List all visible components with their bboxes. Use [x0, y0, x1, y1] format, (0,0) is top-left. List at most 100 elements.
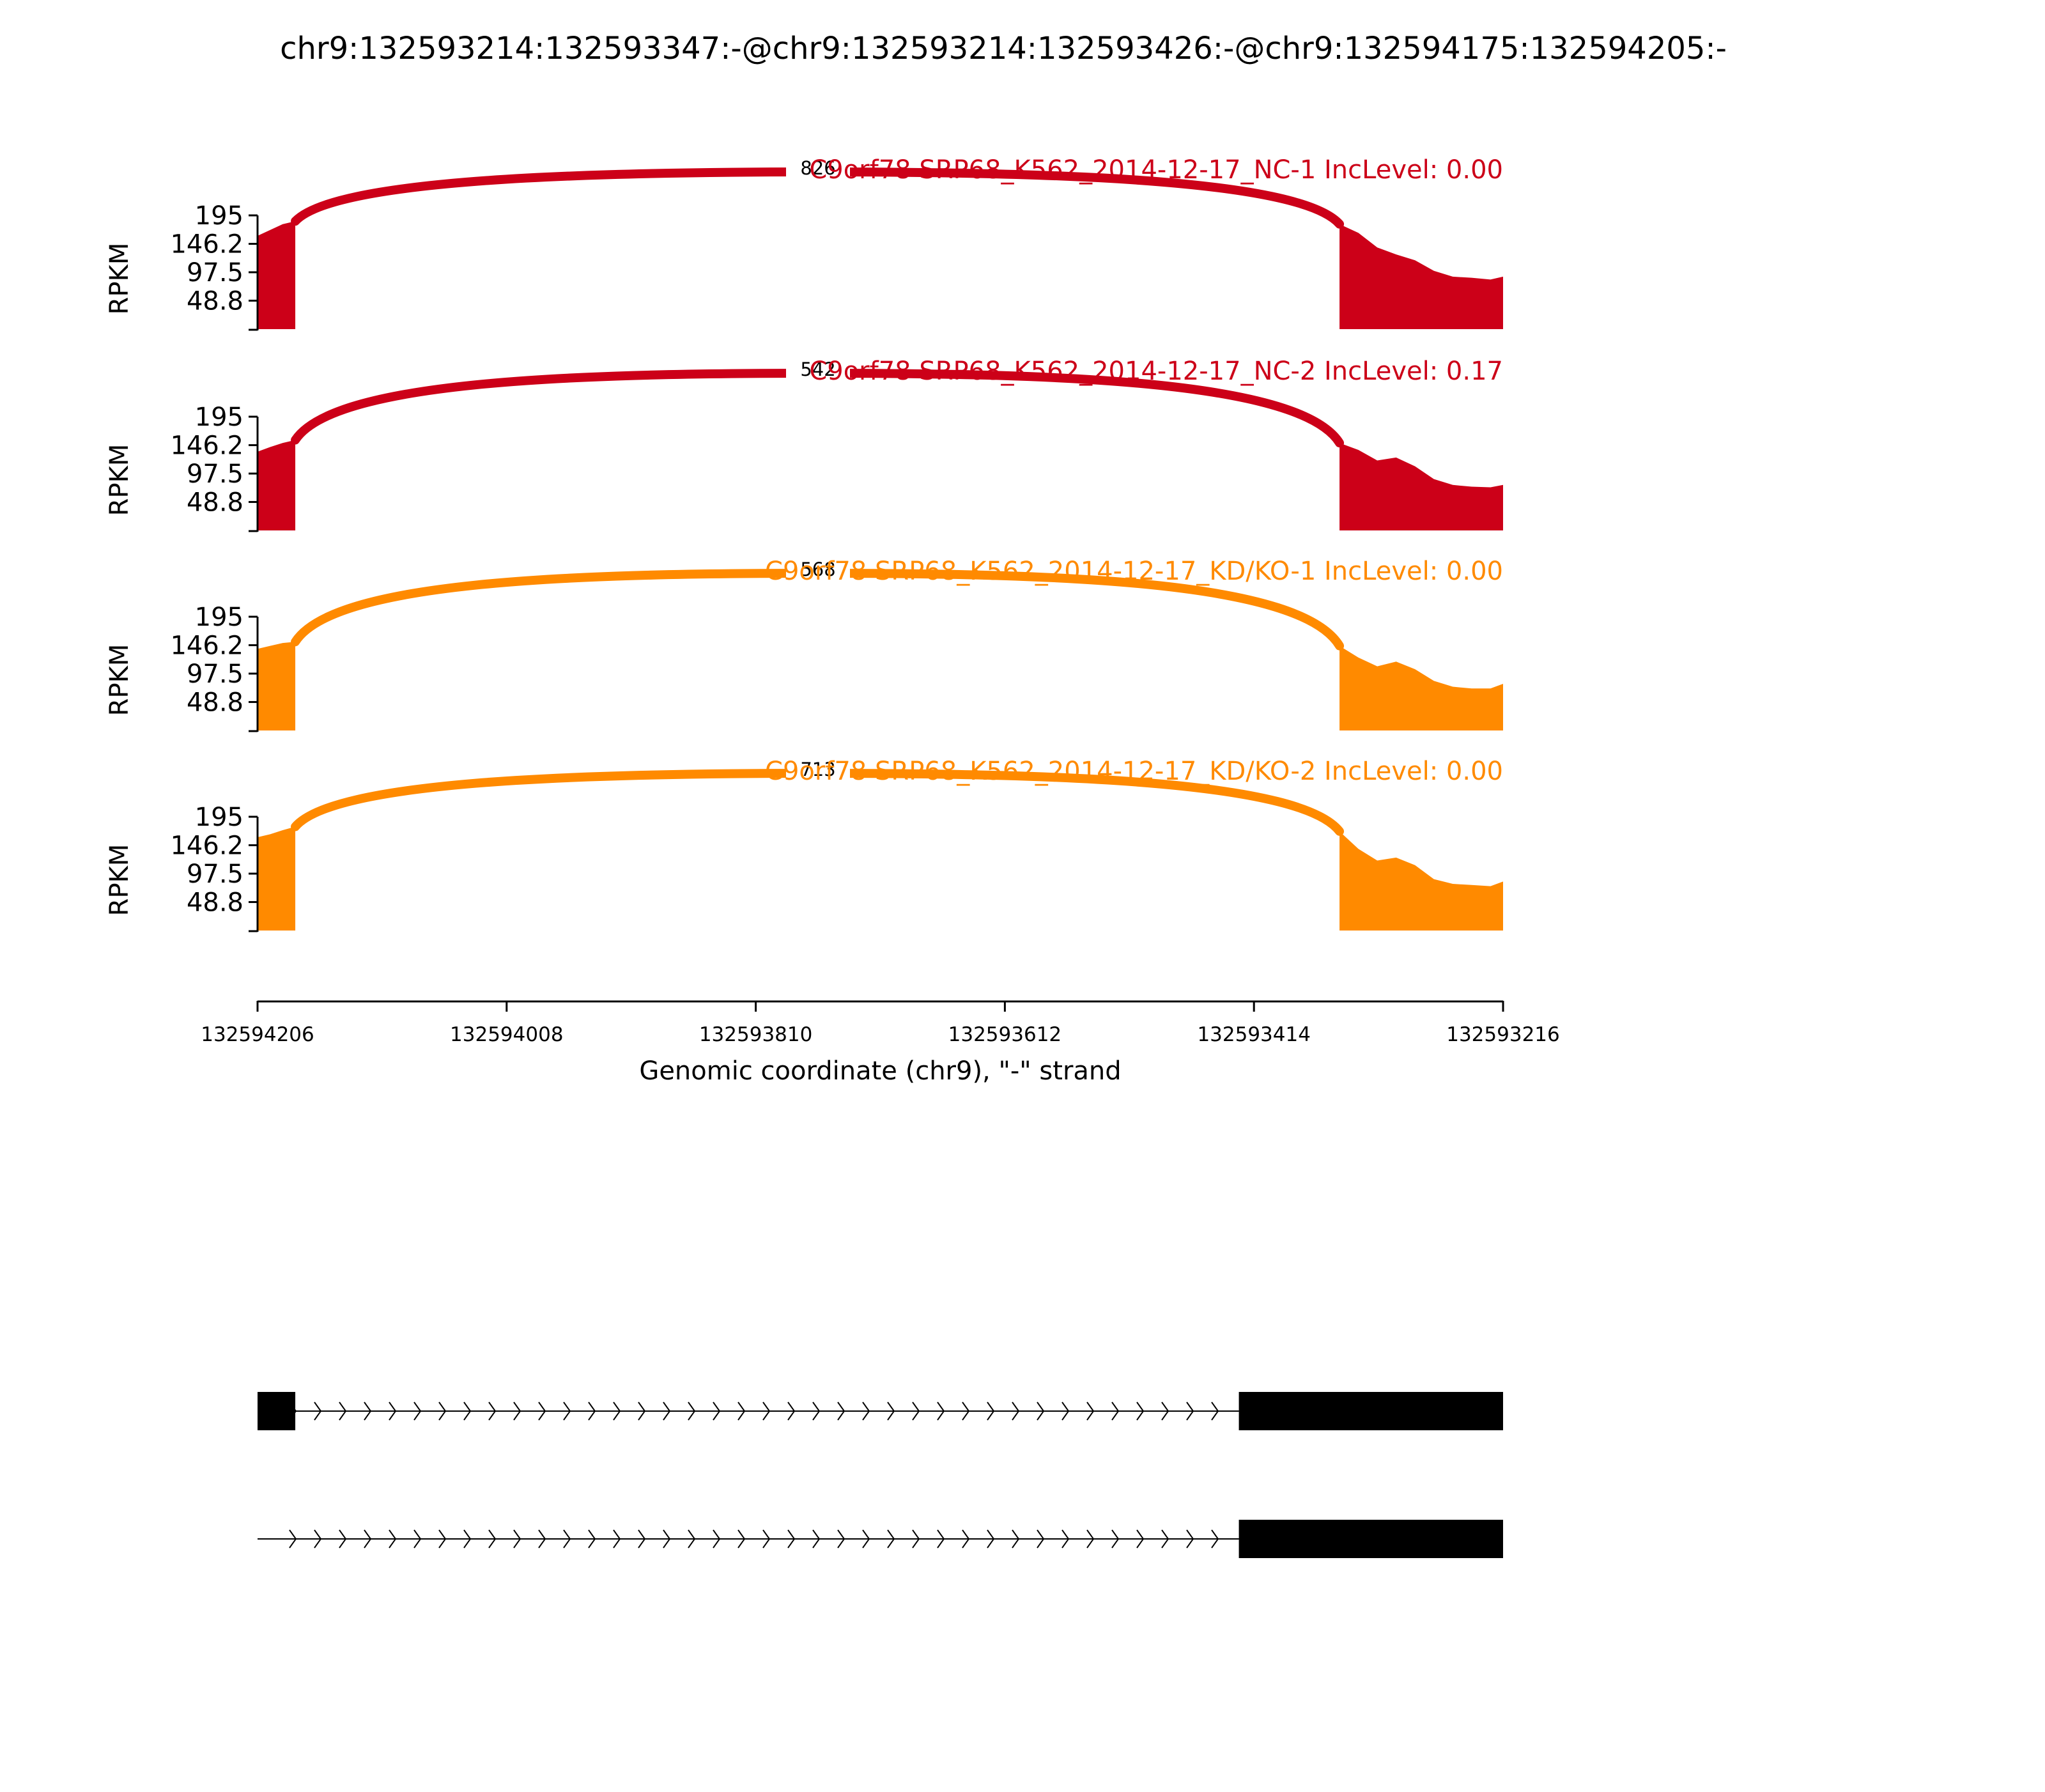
junction-count-label: 568 [800, 559, 835, 580]
strand-arrow [314, 1402, 322, 1421]
strand-arrow [1012, 1402, 1020, 1421]
strand-arrow [1111, 1402, 1120, 1421]
y-tick-label: 146.2 [170, 230, 243, 259]
strand-arrow [987, 1529, 995, 1549]
strand-arrow [1086, 1402, 1095, 1421]
y-tick-label: 48.8 [187, 688, 243, 717]
strand-arrow [987, 1402, 995, 1421]
y-tick-label: 195 [195, 603, 243, 632]
strand-arrow [1012, 1529, 1020, 1549]
strand-arrow [1111, 1529, 1120, 1549]
strand-arrow [488, 1529, 497, 1549]
y-tick-label: 146.2 [170, 631, 243, 661]
y-tick-label: 97.5 [187, 860, 243, 889]
junction-count-background [786, 155, 850, 177]
junction-count-label: 713 [800, 759, 835, 780]
exon-block [1239, 1392, 1503, 1430]
gene-models [258, 1392, 1503, 1558]
strand-arrow [413, 1529, 422, 1549]
strand-arrow [389, 1529, 397, 1549]
junction-count-background [786, 357, 850, 378]
strand-arrow [1186, 1402, 1194, 1421]
strand-arrow [538, 1529, 546, 1549]
track-title: C9orf78 SRP68_K562_2014-12-17_NC-1 IncLe… [809, 155, 1503, 185]
strand-arrow [713, 1529, 721, 1549]
strand-arrow [937, 1402, 945, 1421]
strand-arrow [339, 1402, 347, 1421]
strand-arrow [364, 1402, 372, 1421]
strand-arrow [812, 1402, 821, 1421]
strand-arrow [912, 1529, 920, 1549]
coverage-area [258, 826, 1503, 931]
strand-arrow [513, 1402, 521, 1421]
strand-arrow [762, 1529, 771, 1549]
strand-arrow [563, 1402, 571, 1421]
x-axis-label: Genomic coordinate (chr9), "-" strand [639, 1056, 1121, 1086]
strand-arrow [513, 1529, 521, 1549]
y-tick-label: 195 [195, 201, 243, 231]
y-tick-label: 146.2 [170, 831, 243, 861]
x-tick-label: 132594008 [450, 1023, 564, 1046]
strand-arrow [762, 1402, 771, 1421]
strand-arrow [837, 1529, 845, 1549]
junction-count-label: 826 [800, 157, 835, 179]
strand-arrow [1061, 1402, 1070, 1421]
x-tick-label: 132593216 [1446, 1023, 1560, 1046]
gene-model-1 [258, 1392, 1503, 1430]
strand-arrow [1037, 1402, 1045, 1421]
strand-arrow [289, 1529, 297, 1549]
strand-arrow [1086, 1529, 1095, 1549]
y-axis-label: RPKM [105, 844, 134, 916]
coverage-area [258, 221, 1503, 329]
strand-arrow [588, 1529, 596, 1549]
exon-block [1239, 1520, 1503, 1558]
y-tick-label: 195 [195, 803, 243, 832]
strand-arrow [638, 1402, 646, 1421]
strand-arrow [737, 1529, 746, 1549]
strand-arrow [787, 1402, 796, 1421]
y-tick-label: 97.5 [187, 660, 243, 689]
coverage-area [258, 440, 1503, 530]
strand-arrow [1136, 1529, 1145, 1549]
track-title: C9orf78 SRP68_K562_2014-12-17_KD/KO-2 In… [765, 757, 1503, 786]
strand-arrow [588, 1402, 596, 1421]
strand-arrow [1037, 1529, 1045, 1549]
strand-arrow [538, 1402, 546, 1421]
strand-arrow [613, 1529, 621, 1549]
y-tick-label: 195 [195, 403, 243, 432]
strand-arrow [1161, 1529, 1169, 1549]
strand-arrow [688, 1529, 696, 1549]
strand-arrow [887, 1529, 895, 1549]
strand-arrow [862, 1402, 870, 1421]
strand-arrow [438, 1529, 447, 1549]
y-tick-label: 48.8 [187, 488, 243, 517]
strand-arrow [1186, 1529, 1194, 1549]
x-tick-label: 132593810 [699, 1023, 813, 1046]
strand-arrow [663, 1402, 671, 1421]
strand-arrow [962, 1402, 970, 1421]
strand-arrow [413, 1402, 422, 1421]
strand-arrow [638, 1529, 646, 1549]
strand-arrow [389, 1402, 397, 1421]
strand-arrow [339, 1529, 347, 1549]
x-tick-label: 132594206 [201, 1023, 314, 1046]
strand-arrow [1211, 1529, 1219, 1549]
y-tick-label: 48.8 [187, 888, 243, 917]
strand-arrow [937, 1529, 945, 1549]
strand-arrow [438, 1402, 447, 1421]
strand-arrow [1211, 1402, 1219, 1421]
strand-arrow [463, 1402, 472, 1421]
coverage-area [258, 642, 1503, 730]
x-tick-label: 132593414 [1197, 1023, 1311, 1046]
y-axis-label: RPKM [105, 644, 134, 716]
strand-arrow [663, 1529, 671, 1549]
strand-arrow [737, 1402, 746, 1421]
strand-arrow [837, 1402, 845, 1421]
